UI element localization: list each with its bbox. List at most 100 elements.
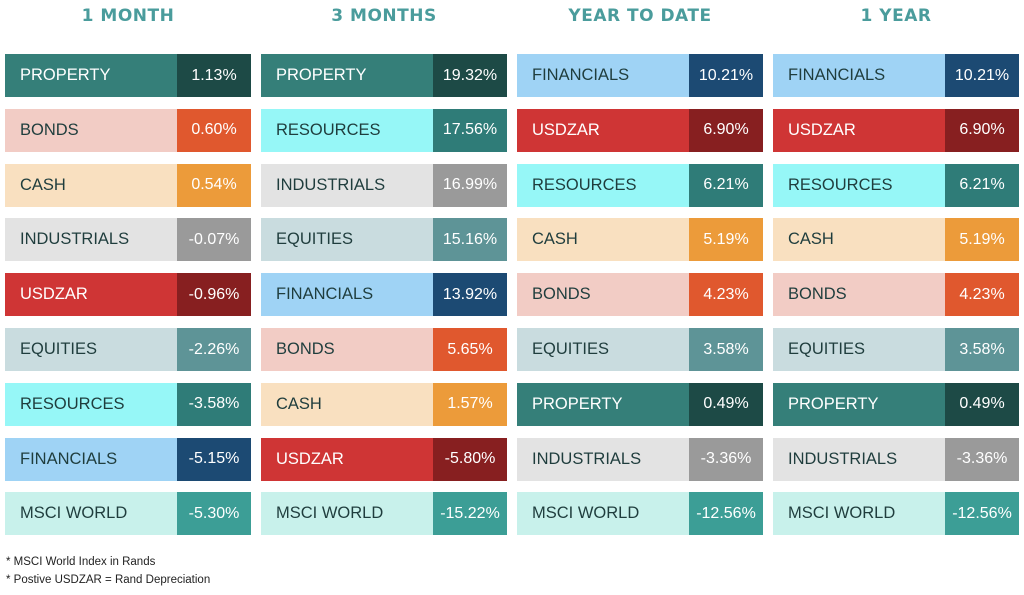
return-value: -5.15% [177,437,251,481]
category-label: FINANCIALS [5,437,177,481]
return-value: 6.90% [945,108,1019,152]
return-value: 0.49% [689,382,763,426]
category-label: INDUSTRIALS [5,218,177,262]
table-row: RESOURCES 17.56% [261,108,507,152]
category-label: CASH [261,382,433,426]
category-label: USDZAR [5,273,177,317]
return-value: -5.80% [433,437,507,481]
category-label: USDZAR [517,108,689,152]
return-value: 13.92% [433,273,507,317]
table-row: USDZAR -5.80% [261,437,507,481]
category-label: RESOURCES [5,382,177,426]
table-row: PROPERTY 0.49% [517,382,763,426]
return-value: -12.56% [689,492,763,536]
return-value: 0.49% [945,382,1019,426]
table-row: EQUITIES 3.58% [773,328,1019,371]
return-value: 15.16% [433,218,507,262]
table-row: USDZAR 6.90% [773,108,1019,152]
return-value: -15.22% [433,492,507,536]
table-row: INDUSTRIALS 16.99% [261,163,507,207]
table-row: FINANCIALS 10.21% [517,54,763,97]
table-row: PROPERTY 0.49% [773,382,1019,426]
return-value: -3.36% [945,437,1019,481]
table-row: CASH 5.19% [517,218,763,262]
table-row: BONDS 4.23% [773,273,1019,317]
return-value: 19.32% [433,54,507,97]
table-row: RESOURCES 6.21% [773,163,1019,207]
column-title: 1 YEAR [860,6,932,26]
footnote-msci: * MSCI World Index in Rands [6,556,156,568]
table-row: CASH 0.54% [5,163,251,207]
category-label: CASH [5,163,177,207]
footnotes: * MSCI World Index in Rands * Postive US… [6,553,210,589]
table-row: FINANCIALS -5.15% [5,437,251,481]
table-row: RESOURCES -3.58% [5,382,251,426]
category-label: INDUSTRIALS [517,437,689,481]
category-label: PROPERTY [517,382,689,426]
column-title: 1 MONTH [81,6,175,26]
category-label: FINANCIALS [773,54,945,97]
category-label: PROPERTY [261,54,433,97]
table-row: INDUSTRIALS -3.36% [517,437,763,481]
return-value: -2.26% [177,328,251,371]
category-label: FINANCIALS [517,54,689,97]
footnote-usdzar: * Postive USDZAR = Rand Depreciation [6,574,211,586]
return-value: 4.23% [945,273,1019,317]
category-label: RESOURCES [261,108,433,152]
return-value: 1.57% [433,382,507,426]
return-value: -12.56% [945,492,1019,536]
category-label: RESOURCES [773,163,945,207]
category-label: PROPERTY [5,54,177,97]
table-row: USDZAR 6.90% [517,108,763,152]
category-label: MSCI WORLD [773,492,945,536]
table-row: CASH 5.19% [773,218,1019,262]
table-row: EQUITIES 3.58% [517,328,763,371]
table-row: MSCI WORLD -15.22% [261,492,507,536]
return-value: 0.54% [177,163,251,207]
return-value: -0.96% [177,273,251,317]
category-label: CASH [517,218,689,262]
table-row: CASH 1.57% [261,382,507,426]
return-value: 5.19% [689,218,763,262]
table-row: PROPERTY 19.32% [261,54,507,97]
category-label: INDUSTRIALS [261,163,433,207]
category-label: BONDS [261,328,433,371]
return-value: 6.90% [689,108,763,152]
return-value: 6.21% [945,163,1019,207]
return-value: -3.58% [177,382,251,426]
category-label: RESOURCES [517,163,689,207]
category-label: INDUSTRIALS [773,437,945,481]
table-row: MSCI WORLD -12.56% [773,492,1019,536]
return-value: 5.65% [433,328,507,371]
category-label: EQUITIES [517,328,689,371]
return-value: -5.30% [177,492,251,536]
category-label: BONDS [773,273,945,317]
return-value: 6.21% [689,163,763,207]
return-value: -0.07% [177,218,251,262]
column-title: 3 MONTHS [331,6,437,26]
return-value: 0.60% [177,108,251,152]
return-value: 10.21% [945,54,1019,97]
table-row: EQUITIES 15.16% [261,218,507,262]
category-label: EQUITIES [773,328,945,371]
category-label: MSCI WORLD [5,492,177,536]
return-value: 4.23% [689,273,763,317]
table-row: MSCI WORLD -5.30% [5,492,251,536]
return-value: -3.36% [689,437,763,481]
table-row: FINANCIALS 13.92% [261,273,507,317]
category-label: CASH [773,218,945,262]
column-title: YEAR TO DATE [568,6,712,26]
table-row: INDUSTRIALS -0.07% [5,218,251,262]
return-value: 17.56% [433,108,507,152]
table-row: BONDS 0.60% [5,108,251,152]
category-label: MSCI WORLD [517,492,689,536]
category-label: EQUITIES [261,218,433,262]
return-value: 3.58% [945,328,1019,371]
table-row: MSCI WORLD -12.56% [517,492,763,536]
table-row: USDZAR -0.96% [5,273,251,317]
category-label: MSCI WORLD [261,492,433,536]
table-row: RESOURCES 6.21% [517,163,763,207]
return-value: 16.99% [433,163,507,207]
table-row: EQUITIES -2.26% [5,328,251,371]
table-row: PROPERTY 1.13% [5,54,251,97]
